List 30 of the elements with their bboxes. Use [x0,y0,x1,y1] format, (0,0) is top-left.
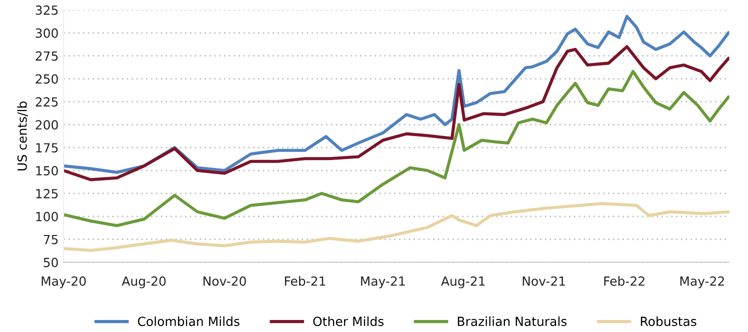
x-tick-label: Aug-21 [441,276,485,288]
line-series [64,202,730,252]
line-series [64,14,730,174]
y-tick-label: 50 [44,258,58,268]
x-tick-label: Nov-20 [204,276,246,286]
x-tick-label: Feb-22 [604,276,644,286]
x-tick-label: May-20 [42,276,86,288]
y-tick-label: 250 [36,74,58,84]
y-tick-label: 175 [36,143,58,153]
y-tick-label: 200 [36,120,58,130]
y-tick-label: 125 [36,188,58,198]
legend-label: Brazilian Naturals [458,316,567,326]
y-tick-label: 300 [36,28,58,38]
y-tick-label: 325 [36,5,58,15]
x-tick-label: May-22 [680,276,724,288]
x-tick-label: Aug-20 [122,276,166,288]
y-tick-label: 75 [44,234,58,244]
legend-label: Other Milds [313,316,384,326]
y-axis-title: US cents/lb [17,102,28,170]
x-tick-label: Feb-21 [284,276,326,286]
y-tick-label: 275 [36,51,58,61]
y-tick-label: 150 [36,166,58,176]
legend-label: Robustas [640,316,696,326]
legend-label: Colombian Milds [138,316,240,326]
x-tick-label: Nov-21 [522,276,565,286]
line-series [64,70,730,228]
y-tick-label: 225 [36,97,58,107]
line-series [64,45,730,182]
y-tick-label: 100 [36,212,58,222]
x-tick-label: May-21 [361,276,405,288]
